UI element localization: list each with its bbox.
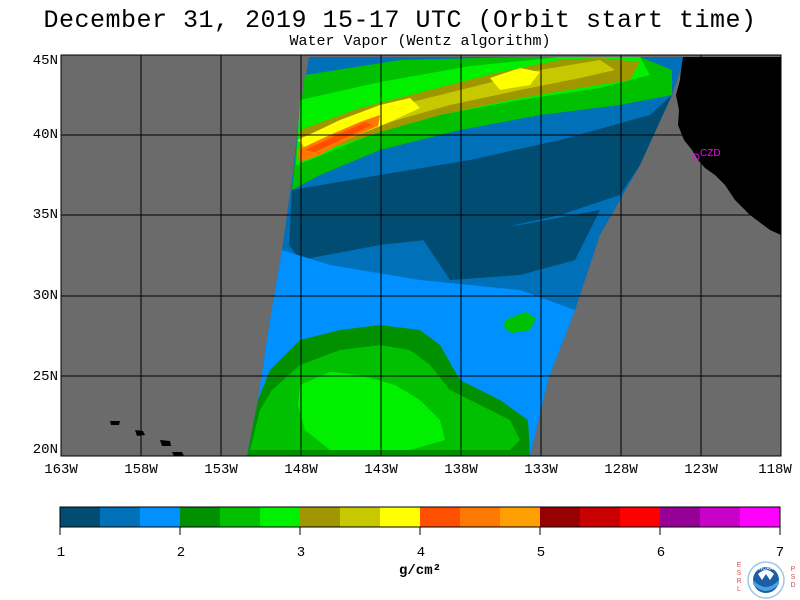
colorbar-label-5: 5 (536, 545, 546, 561)
map-subtitle: Water Vapor (Wentz algorithm) (289, 33, 551, 50)
colorbar-segment (500, 507, 541, 527)
hawaii-island-1 (110, 421, 120, 425)
colorbar-label-1: 1 (56, 545, 66, 561)
swath-red-orange (305, 122, 372, 152)
logo-letter-d: D (790, 582, 796, 589)
lon-label-123w: 123W (684, 462, 718, 478)
colorbar-segment (540, 507, 581, 527)
swath-dark-band (289, 95, 672, 260)
station-marker-icon (692, 153, 700, 161)
lat-label-45n: 45N (32, 53, 58, 69)
lat-label-25n: 25N (32, 369, 58, 385)
colorbar-segment (700, 507, 741, 527)
colorbar-segment (300, 507, 341, 527)
logo-letter-s2: S (790, 574, 796, 581)
colorbar-segment (620, 507, 661, 527)
colorbar-segment (580, 507, 621, 527)
swath-yellow-2 (490, 68, 540, 90)
hawaii-island-3 (160, 440, 171, 446)
lon-label-138w: 138W (444, 462, 478, 478)
lon-label-153w: 153W (204, 462, 238, 478)
hawaii-island-4 (172, 452, 184, 456)
lon-label-118w: 118W (758, 462, 792, 478)
colorbar-segment (420, 507, 461, 527)
lat-label-20n: 20N (32, 442, 58, 458)
swath-green-patch (504, 312, 536, 333)
noaa-logo: E S R L NOAA P S D (735, 560, 797, 600)
station-czd: CZD (692, 148, 721, 161)
swath-dark-band-2 (420, 210, 600, 280)
lat-label-30n: 30N (32, 288, 58, 304)
colorbar-segment (60, 507, 101, 527)
swath-olive (298, 58, 640, 160)
lon-label-128w: 128W (604, 462, 638, 478)
colorbar-segment (340, 507, 381, 527)
map-title: December 31, 2019 15-17 UTC (Orbit start… (43, 6, 757, 35)
colorbar-segment (460, 507, 501, 527)
swath-bright-green (298, 372, 445, 450)
lon-label-158w: 158W (124, 462, 158, 478)
colorbar-label-6: 6 (656, 545, 666, 561)
colorbar-unit: g/cm² (398, 563, 441, 579)
lon-label-133w: 133W (524, 462, 558, 478)
swath-yellow-olive (300, 60, 615, 152)
colorbar-segment (740, 507, 781, 527)
north-america-coast (676, 57, 781, 235)
colorbar-segment (220, 507, 261, 527)
lon-label-143w: 143W (364, 462, 398, 478)
logo-letter-s: S (736, 570, 742, 577)
colorbar-label-7: 7 (775, 545, 785, 561)
noaa-emblem-icon: NOAA (747, 561, 785, 599)
colorbar-label-4: 4 (416, 545, 426, 561)
satellite-swath (247, 57, 685, 456)
lon-label-163w: 163W (44, 462, 78, 478)
hawaii-island-2 (135, 430, 145, 436)
lon-label-148w: 148W (284, 462, 318, 478)
colorbar-segment (260, 507, 301, 527)
colorbar-label-3: 3 (296, 545, 306, 561)
logo-letter-l: L (737, 586, 741, 593)
colorbar-segment (180, 507, 221, 527)
colorbar-label-2: 2 (176, 545, 186, 561)
lat-label-40n: 40N (32, 127, 58, 143)
lat-label-35n: 35N (32, 207, 58, 223)
logo-text: NOAA (759, 566, 774, 572)
colorbar (59, 506, 781, 535)
logo-letter-r: R (736, 578, 742, 585)
map-frame (60, 54, 782, 457)
colorbar-segment (100, 507, 141, 527)
colorbar-segment (660, 507, 701, 527)
station-label: CZD (700, 148, 721, 159)
logo-letter-p: P (790, 566, 796, 573)
land (110, 57, 781, 456)
logo-letter-e: E (736, 562, 742, 569)
colorbar-segment (380, 507, 421, 527)
colorbar-segment (140, 507, 181, 527)
